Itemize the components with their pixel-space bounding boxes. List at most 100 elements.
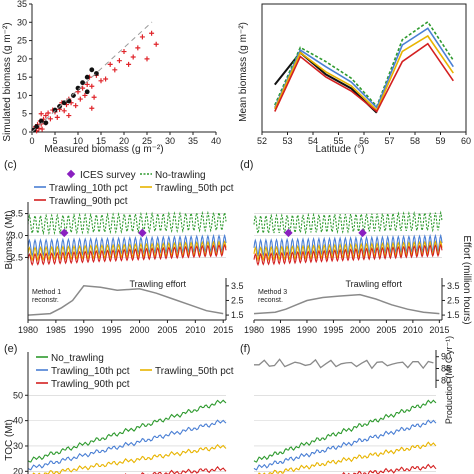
panel-a-red-plus-point bbox=[91, 94, 97, 100]
panel-a-black-point bbox=[80, 80, 85, 86]
panel-a-red-plus-point bbox=[103, 76, 109, 82]
panel-c-ices-point bbox=[138, 228, 147, 238]
legend-no-trawling-label: No-trawling bbox=[155, 170, 206, 181]
panel-f-production-tick-label: 80 bbox=[441, 375, 451, 385]
panel-f-production-tick-label: 90 bbox=[441, 352, 451, 362]
panel-a-red-plus-point bbox=[135, 45, 141, 51]
panel-c-series-p10 bbox=[27, 233, 227, 258]
panel-e-legend: No_trawling Trawling_10th pct Trawling_5… bbox=[36, 353, 234, 390]
legend-p10-label: Trawling_10th pct bbox=[49, 183, 128, 194]
panel-a-red-plus-point bbox=[116, 58, 122, 64]
panel-e-label: (e) bbox=[4, 343, 17, 355]
panel-f-production-tick-label: 85 bbox=[441, 364, 451, 374]
panel-d-xtick-label: 2000 bbox=[350, 325, 370, 335]
panel-c-effort-label: Trawling effort bbox=[129, 279, 186, 289]
panel-a-red-plus-point bbox=[80, 85, 86, 91]
panel-e-plot-area: 20 30 40 50 bbox=[13, 352, 227, 474]
panel-b-ylabel: Mean biomass (g m⁻²) bbox=[238, 22, 249, 122]
panel-d-xtick-label: 1995 bbox=[323, 325, 343, 335]
panel-a-xtick-label: 10 bbox=[73, 136, 83, 146]
panel-a-xtick-label: 5 bbox=[52, 136, 57, 146]
legend-e-no-trawling-label: No_trawling bbox=[51, 353, 104, 364]
panel-a-red-plus-point bbox=[112, 67, 118, 73]
panel-b-xtick-label: 52 bbox=[257, 136, 267, 146]
panel-e-ylabel: TOC (Mt) bbox=[4, 419, 15, 460]
panel-a-black-point bbox=[34, 124, 39, 129]
panel-a-red-plus-point bbox=[98, 78, 104, 84]
panel-e-ytick-label: 50 bbox=[13, 390, 23, 400]
panel-f-series-p90 bbox=[342, 463, 437, 474]
panel-a-red-plus-point bbox=[66, 113, 72, 119]
panel-c-xtick-label: 1990 bbox=[74, 325, 94, 335]
panel-a-ytick-label: 20 bbox=[17, 54, 27, 64]
panel-a-red-plus-point bbox=[39, 126, 45, 132]
panel-c-effort-line bbox=[27, 285, 224, 316]
panel-d-xtick-label: 2005 bbox=[376, 325, 396, 335]
panel-a-red-plus-point bbox=[47, 116, 53, 122]
panel-a-black-point bbox=[84, 74, 90, 80]
panel-f-label: (f) bbox=[240, 343, 250, 355]
panel-a-ytick-label: 30 bbox=[17, 17, 27, 27]
panel-c-series-no_trawling bbox=[27, 210, 227, 236]
panel-c-legend: ICES survey No-trawling Trawling_10th pc… bbox=[34, 169, 234, 207]
panel-d-xtick-label: 2010 bbox=[403, 325, 423, 335]
panel-c-label: (c) bbox=[4, 159, 17, 171]
panel-e-ytick-label: 30 bbox=[13, 441, 23, 451]
panel-a-ytick-label: 5 bbox=[22, 109, 27, 119]
panel-a-ytick-label: 0 bbox=[22, 127, 27, 137]
panel-a-xtick-label: 25 bbox=[142, 136, 152, 146]
panel-a-ytick-label: 25 bbox=[17, 36, 27, 46]
panel-a-red-plus-point bbox=[107, 61, 113, 67]
panel-c-xtick-label: 1985 bbox=[46, 325, 66, 335]
panel-a-xtick-label: 20 bbox=[119, 136, 129, 146]
panel-e-series-p10 bbox=[27, 419, 227, 471]
panel-c-xtick-label: 1980 bbox=[18, 325, 38, 335]
panel-a-black-point bbox=[84, 89, 90, 95]
panel-c-xtick-label: 2010 bbox=[185, 325, 205, 335]
panel-b-series-p50 bbox=[274, 34, 454, 112]
panel-b-series-p10 bbox=[274, 27, 454, 110]
legend-ices-label: ICES survey bbox=[80, 170, 136, 181]
panel-b-xtick-label: 59 bbox=[435, 136, 445, 146]
panel-c-effort-tick-label: 2.5 bbox=[231, 295, 244, 305]
panel-c-ytick-label: 3.5 bbox=[10, 209, 23, 219]
panel-c-xtick-label: 1995 bbox=[102, 325, 122, 335]
panel-a-red-plus-point bbox=[121, 49, 127, 55]
panel-a-black-point bbox=[71, 93, 76, 98]
panel-b-plot-area: 52 53 54 55 56 57 58 59 60 bbox=[257, 3, 471, 146]
panel-a-xlabel: Measured biomass (g m⁻²) bbox=[44, 144, 163, 155]
panel-b-latitude: 52 53 54 55 56 57 58 59 60 Latitude (°) Mean bio… bbox=[238, 3, 471, 155]
panel-a-black-point bbox=[89, 67, 95, 73]
panel-c-xtick-label: 2000 bbox=[130, 325, 150, 335]
panel-a-xtick-label: 15 bbox=[96, 136, 106, 146]
panel-f-series-no_trawling bbox=[253, 399, 437, 463]
legend-p50-label: Trawling_50th pct bbox=[155, 183, 234, 194]
legend-e-p90-label: Trawling_90th pct bbox=[51, 379, 130, 390]
panel-f-series-p50 bbox=[257, 441, 437, 474]
panel-c-xtick-label: 2015 bbox=[213, 325, 233, 335]
panel-a-xtick-label: 30 bbox=[165, 136, 175, 146]
panel-a-red-plus-point bbox=[61, 108, 67, 114]
panel-a-ytick-label: 10 bbox=[17, 90, 27, 100]
panel-e-series-no_trawling bbox=[27, 399, 227, 463]
panel-a-red-plus-point bbox=[144, 56, 150, 62]
panel-e-ytick-label: 40 bbox=[13, 416, 23, 426]
panel-b-xtick-label: 57 bbox=[384, 136, 394, 146]
panel-a-red-plus-point bbox=[54, 114, 60, 120]
panel-d-xtick-label: 1990 bbox=[297, 325, 317, 335]
panel-a-red-plus-point bbox=[77, 96, 83, 102]
panel-d-effort-tick-label: 2.5 bbox=[447, 295, 460, 305]
panel-b-xtick-label: 53 bbox=[282, 136, 292, 146]
panel-a-red-plus-point bbox=[130, 54, 136, 60]
panel-a-red-plus-point bbox=[126, 61, 132, 67]
panel-b-xtick-label: 58 bbox=[410, 136, 420, 146]
panel-a-xtick-label: 0 bbox=[29, 136, 34, 146]
legend-p90-label: Trawling_90th pct bbox=[49, 196, 128, 207]
panel-a-xtick-label: 40 bbox=[211, 136, 221, 146]
panel-e-series-p50 bbox=[32, 443, 227, 474]
panel-c-ylabel: Biomass (Mt) bbox=[4, 211, 15, 270]
panel-f-series-p10 bbox=[253, 419, 437, 471]
panel-d-series-no_trawling bbox=[253, 210, 443, 236]
